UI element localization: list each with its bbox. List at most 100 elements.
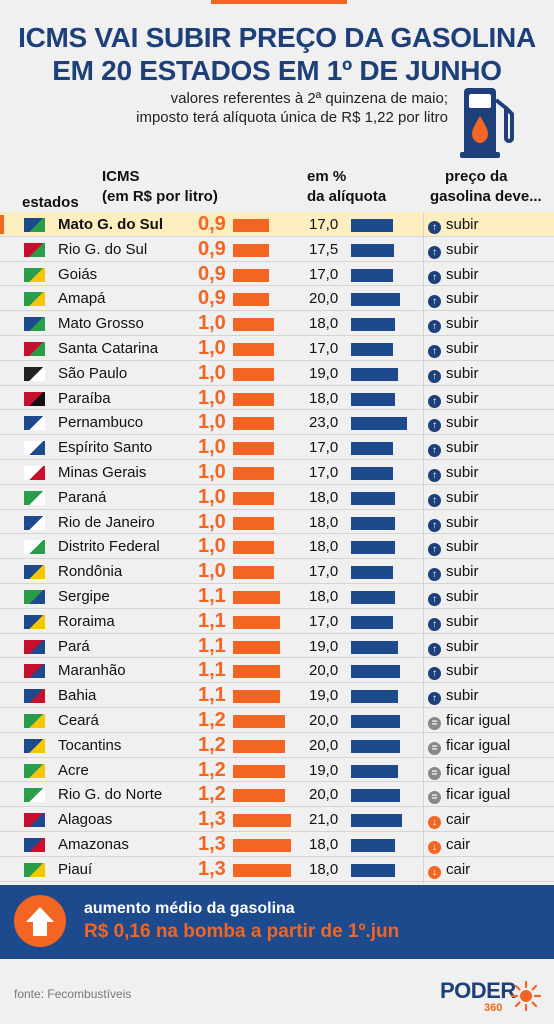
icms-value: 0,9	[198, 262, 226, 285]
price-status: = ficar igual	[428, 737, 510, 755]
icms-value: 1,1	[198, 659, 226, 682]
pct-bar	[351, 714, 400, 728]
pct-bar	[351, 466, 393, 480]
icms-value: 1,1	[198, 609, 226, 632]
banner-line-2: R$ 0,16 na bomba a partir de 1º.jun	[84, 921, 400, 942]
pct-value: 18,0	[309, 513, 339, 531]
table-row: Rio G. do Sul 0,9 17,5 ↑ subir	[0, 237, 554, 262]
pct-bar	[351, 566, 393, 580]
pct-value: 20,0	[309, 786, 339, 804]
state-name: Maranhão	[58, 662, 126, 680]
icms-bar	[233, 466, 274, 480]
state-name: Alagoas	[58, 811, 113, 829]
status-label: cair	[446, 835, 471, 853]
state-name: Mato Grosso	[58, 315, 144, 333]
state-name: Rondônia	[58, 563, 123, 581]
icms-value: 1,0	[198, 411, 226, 434]
icms-bar	[233, 219, 269, 232]
status-label: subir	[446, 439, 479, 457]
price-status: ↑ subir	[428, 439, 479, 458]
flag-al-icon	[24, 813, 45, 828]
price-status: ↑ subir	[428, 315, 479, 334]
icms-value: 1,0	[198, 485, 226, 508]
flag-pa-icon	[24, 639, 45, 654]
up-arrow-icon: ↑	[428, 518, 441, 532]
status-label: subir	[446, 389, 479, 407]
down-arrow-icon: ↓	[428, 816, 441, 830]
table-row: Ceará 1,2 20,0 = ficar igual	[0, 708, 554, 733]
flag-mg-icon	[24, 465, 45, 480]
state-name: Piauí	[58, 860, 93, 878]
icms-bar	[233, 640, 280, 654]
table-row: Maranhão 1,1 20,0 ↑ subir	[0, 658, 554, 684]
price-status: = ficar igual	[428, 712, 510, 730]
table-row: Rio G. do Norte 1,2 20,0 = ficar igual	[0, 782, 554, 808]
pct-bar	[351, 590, 396, 604]
table-row: Distrito Federal 1,0 18,0 ↑ subir	[0, 534, 554, 560]
pct-value: 20,0	[309, 290, 339, 308]
flag-ap-icon	[24, 292, 45, 307]
status-label: subir	[446, 414, 479, 432]
pct-bar	[351, 367, 398, 381]
status-label: subir	[446, 538, 479, 556]
icms-value: 1,2	[198, 758, 226, 781]
state-name: Paraíba	[58, 389, 111, 407]
icms-bar	[233, 764, 285, 778]
col-header-icms-2: (em R$ por litro)	[102, 188, 218, 205]
flag-rr-icon	[24, 614, 45, 629]
state-name: Amazonas	[58, 835, 129, 853]
pct-value: 18,0	[309, 860, 339, 878]
source-note: fonte: Fecombustíveis	[14, 987, 132, 1001]
up-arrow-icon: ↑	[428, 444, 441, 458]
column-divider	[423, 212, 424, 884]
flag-to-icon	[24, 738, 45, 753]
pct-bar	[351, 541, 396, 555]
pct-bar	[351, 615, 393, 629]
flag-ma-icon	[24, 664, 45, 679]
up-arrow-icon: ↑	[428, 394, 441, 408]
icms-bar	[233, 714, 285, 728]
flag-pb-icon	[24, 391, 45, 406]
icms-bar	[233, 789, 285, 803]
table-row: Alagoas 1,3 21,0 ↓ cair	[0, 807, 554, 832]
state-name: Rio G. do Sul	[58, 240, 148, 258]
state-name: São Paulo	[58, 364, 128, 382]
status-label: cair	[446, 811, 471, 829]
status-label: subir	[446, 612, 479, 630]
state-name: Acre	[58, 761, 89, 779]
price-status: ↑ subir	[428, 464, 479, 482]
icms-bar	[233, 541, 274, 555]
table-row: Espírito Santo 1,0 17,0 ↑ subir	[0, 435, 554, 460]
icms-bar	[233, 665, 280, 679]
price-status: ↑ subir	[428, 638, 479, 656]
icms-value: 1,1	[198, 684, 226, 707]
price-status: ↑ subir	[428, 216, 479, 234]
icms-bar	[233, 516, 274, 530]
flag-pe-icon	[24, 416, 45, 431]
pct-value: 17,0	[309, 216, 339, 233]
pct-value: 20,0	[309, 662, 339, 680]
pct-value: 20,0	[309, 711, 339, 729]
pct-value: 18,0	[309, 538, 339, 556]
pct-bar	[351, 838, 396, 852]
price-status: ↑ subir	[428, 563, 479, 582]
status-label: subir	[446, 216, 479, 233]
table-row: Mato G. do Sul 0,9 17,0 ↑ subir	[0, 212, 554, 237]
price-status: ↓ cair	[428, 811, 471, 830]
pct-bar	[351, 814, 403, 828]
flag-df-icon	[24, 540, 45, 555]
icms-bar	[233, 293, 269, 307]
subtitle-line-2: imposto terá alíquota única de R$ 1,22 p…	[136, 109, 448, 126]
icms-bar	[233, 442, 274, 456]
price-status: ↑ subir	[428, 340, 479, 358]
icms-value: 1,2	[198, 783, 226, 806]
up-arrow-icon: ↑	[428, 344, 441, 358]
table-row: Paraná 1,0 18,0 ↑ subir	[0, 485, 554, 510]
pct-value: 19,0	[309, 637, 339, 655]
pct-bar	[351, 342, 393, 356]
table-row: Rondônia 1,0 17,0 ↑ subir	[0, 559, 554, 584]
col-header-preco-2: gasolina deve...	[430, 188, 542, 205]
pct-value: 19,0	[309, 761, 339, 779]
pct-bar	[351, 665, 400, 679]
table-row: Tocantins 1,2 20,0 = ficar igual	[0, 733, 554, 758]
